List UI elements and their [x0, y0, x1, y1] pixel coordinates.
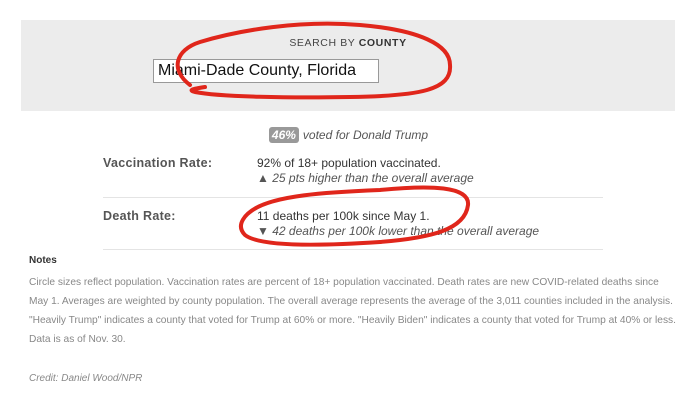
county-search-input[interactable]	[153, 59, 379, 83]
search-label: SEARCH BY COUNTY	[21, 37, 675, 49]
row-label: Death Rate:	[103, 209, 176, 223]
notes-heading: Notes	[29, 255, 57, 266]
row-value: 11 deaths per 100k since May 1. ▼ 42 dea…	[257, 209, 539, 239]
row-divider	[103, 197, 603, 198]
up-arrow-icon: ▲	[257, 171, 269, 185]
row-label: Vaccination Rate:	[103, 156, 213, 170]
down-arrow-icon: ▼	[257, 224, 269, 238]
vaccination-comparison: ▲ 25 pts higher than the overall average	[257, 171, 474, 186]
vote-summary: 46% voted for Donald Trump	[0, 127, 697, 143]
comparison-text: 25 pts higher than the overall average	[272, 171, 474, 185]
death-comparison: ▼ 42 deaths per 100k lower than the over…	[257, 224, 539, 239]
comparison-text: 42 deaths per 100k lower than the overal…	[272, 224, 540, 238]
row-value: 92% of 18+ population vaccinated. ▲ 25 p…	[257, 156, 474, 186]
vaccination-value: 92% of 18+ population vaccinated.	[257, 156, 441, 170]
vote-text: voted for Donald Trump	[302, 128, 429, 142]
credit: Credit: Daniel Wood/NPR	[29, 373, 143, 384]
search-label-prefix: SEARCH BY	[289, 37, 359, 49]
vote-percent-badge: 46%	[268, 127, 299, 143]
county-search-panel: SEARCH BY COUNTY	[21, 20, 675, 111]
death-value: 11 deaths per 100k since May 1.	[257, 209, 430, 223]
row-divider	[103, 249, 603, 250]
notes-body: Circle sizes reflect population. Vaccina…	[29, 277, 676, 345]
search-label-bold: COUNTY	[358, 37, 407, 49]
